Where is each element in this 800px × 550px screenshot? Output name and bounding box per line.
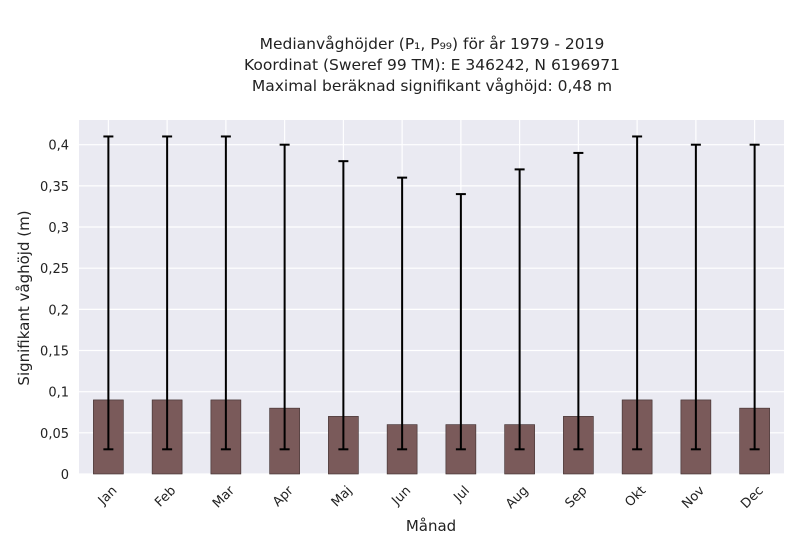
title-line-2: Koordinat (Sweref 99 TM): E 346242, N 61… xyxy=(244,56,620,74)
y-tick-labels: 0 0,05 0,1 0,15 0,2 0,25 0,3 0,35 0,4 xyxy=(40,139,69,483)
y-tick-label: 0,2 xyxy=(48,303,69,318)
x-tick-label-okt: Okt xyxy=(622,483,649,510)
chart-title: Medianvåghöjder (P₁, P₉₉) för år 1979 - … xyxy=(0,34,800,97)
error-bar-okt xyxy=(632,135,643,451)
error-bar-nov xyxy=(690,143,701,451)
error-bar-jul xyxy=(455,193,466,451)
y-tick-label: 0,3 xyxy=(48,221,69,236)
y-axis-label: Signifikant våghöjd (m) xyxy=(15,210,33,385)
error-bar-apr xyxy=(279,143,290,451)
error-bar-feb xyxy=(162,135,173,451)
title-line-1: Medianvåghöjder (P₁, P₉₉) för år 1979 - … xyxy=(259,35,605,53)
x-tick-label-jul: Jul xyxy=(451,483,473,505)
plot-area xyxy=(79,120,784,474)
y-tick-label: 0,05 xyxy=(40,427,69,442)
error-bar-aug xyxy=(514,168,525,451)
horizontal-gridlines xyxy=(79,144,784,475)
error-bar-maj xyxy=(338,160,349,451)
x-tick-label-jan: Jan xyxy=(95,483,120,508)
x-tick-labels: Jan Feb Mar Apr Maj Jun Jul Aug Sep Okt Nov Dec xyxy=(95,483,767,512)
x-tick-label-mar: Mar xyxy=(210,483,238,511)
y-tick-label: 0,15 xyxy=(40,345,69,360)
x-axis-label: Månad xyxy=(406,517,456,535)
x-tick-label-feb: Feb xyxy=(152,483,179,510)
x-tick-label-apr: Apr xyxy=(270,483,297,510)
error-bar-mar xyxy=(220,135,231,451)
x-tick-label-dec: Dec xyxy=(738,483,766,511)
error-bar-jan xyxy=(103,135,114,451)
y-tick-label: 0,1 xyxy=(48,386,69,401)
y-tick-label: 0,25 xyxy=(40,262,69,277)
x-tick-label-sep: Sep xyxy=(562,483,590,511)
y-tick-label: 0,4 xyxy=(48,139,69,154)
y-tick-label: 0 xyxy=(61,468,69,483)
x-tick-label-aug: Aug xyxy=(503,483,532,512)
error-bar-sep xyxy=(573,151,584,451)
error-bar-dec xyxy=(749,143,760,451)
x-tick-label-maj: Maj xyxy=(329,483,356,510)
title-line-3: Maximal beräknad signifikant våghöjd: 0,… xyxy=(251,77,613,95)
error-bars xyxy=(103,135,760,451)
x-tick-label-jun: Jun xyxy=(388,483,414,509)
x-tick-label-nov: Nov xyxy=(679,483,708,512)
y-tick-label: 0,35 xyxy=(40,180,69,195)
error-bar-jun xyxy=(397,176,408,451)
